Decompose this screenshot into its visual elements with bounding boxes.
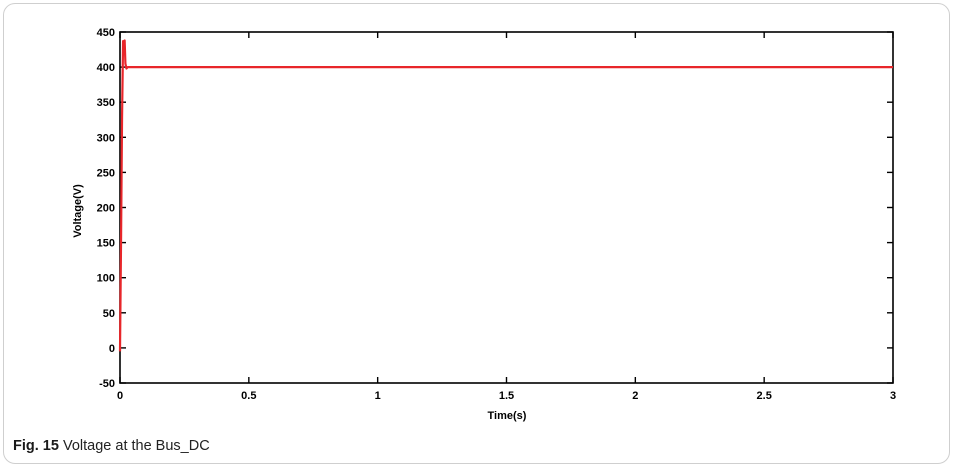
y-tick-label-0: -50 [99,378,115,390]
figure-caption: Fig. 15 Voltage at the Bus_DC [13,438,210,454]
y-tick-label-7: 300 [97,132,115,144]
figure-number: Fig. 15 [13,438,59,454]
figure-frame [3,3,950,464]
plot-layer: 0 0.5 1 1.5 2 2.5 3-50050100150200250300350400… [97,27,896,402]
y-tick-label-1: 0 [109,343,115,355]
y-tick-label-6: 250 [97,167,115,179]
y-tick-label-3: 100 [97,273,115,285]
x-tick-label-5: 2.5 [757,390,772,402]
y-tick-label-2: 50 [103,308,115,320]
y-tick-label-5: 200 [97,203,115,215]
x-tick-label-1: 0.5 [241,390,256,402]
figure-caption-text: Voltage at the Bus_DC [62,438,210,454]
y-tick-label-8: 350 [97,97,115,109]
y-tick-label-10: 450 [97,27,115,39]
x-axis-label: Time(s) [488,410,527,422]
series-line-0 [118,39,893,352]
x-tick-label-6: 3 [890,390,896,402]
y-axis-label: Voltage(V) [72,184,84,238]
x-tick-label-0: 0 [117,390,123,402]
x-tick-label-3: 1.5 [499,390,514,402]
y-tick-label-9: 400 [97,62,115,74]
y-tick-label-4: 150 [97,238,115,250]
x-tick-label-4: 2 [632,390,638,402]
x-tick-label-2: 1 [375,390,381,402]
plot-area-frame [119,31,894,384]
